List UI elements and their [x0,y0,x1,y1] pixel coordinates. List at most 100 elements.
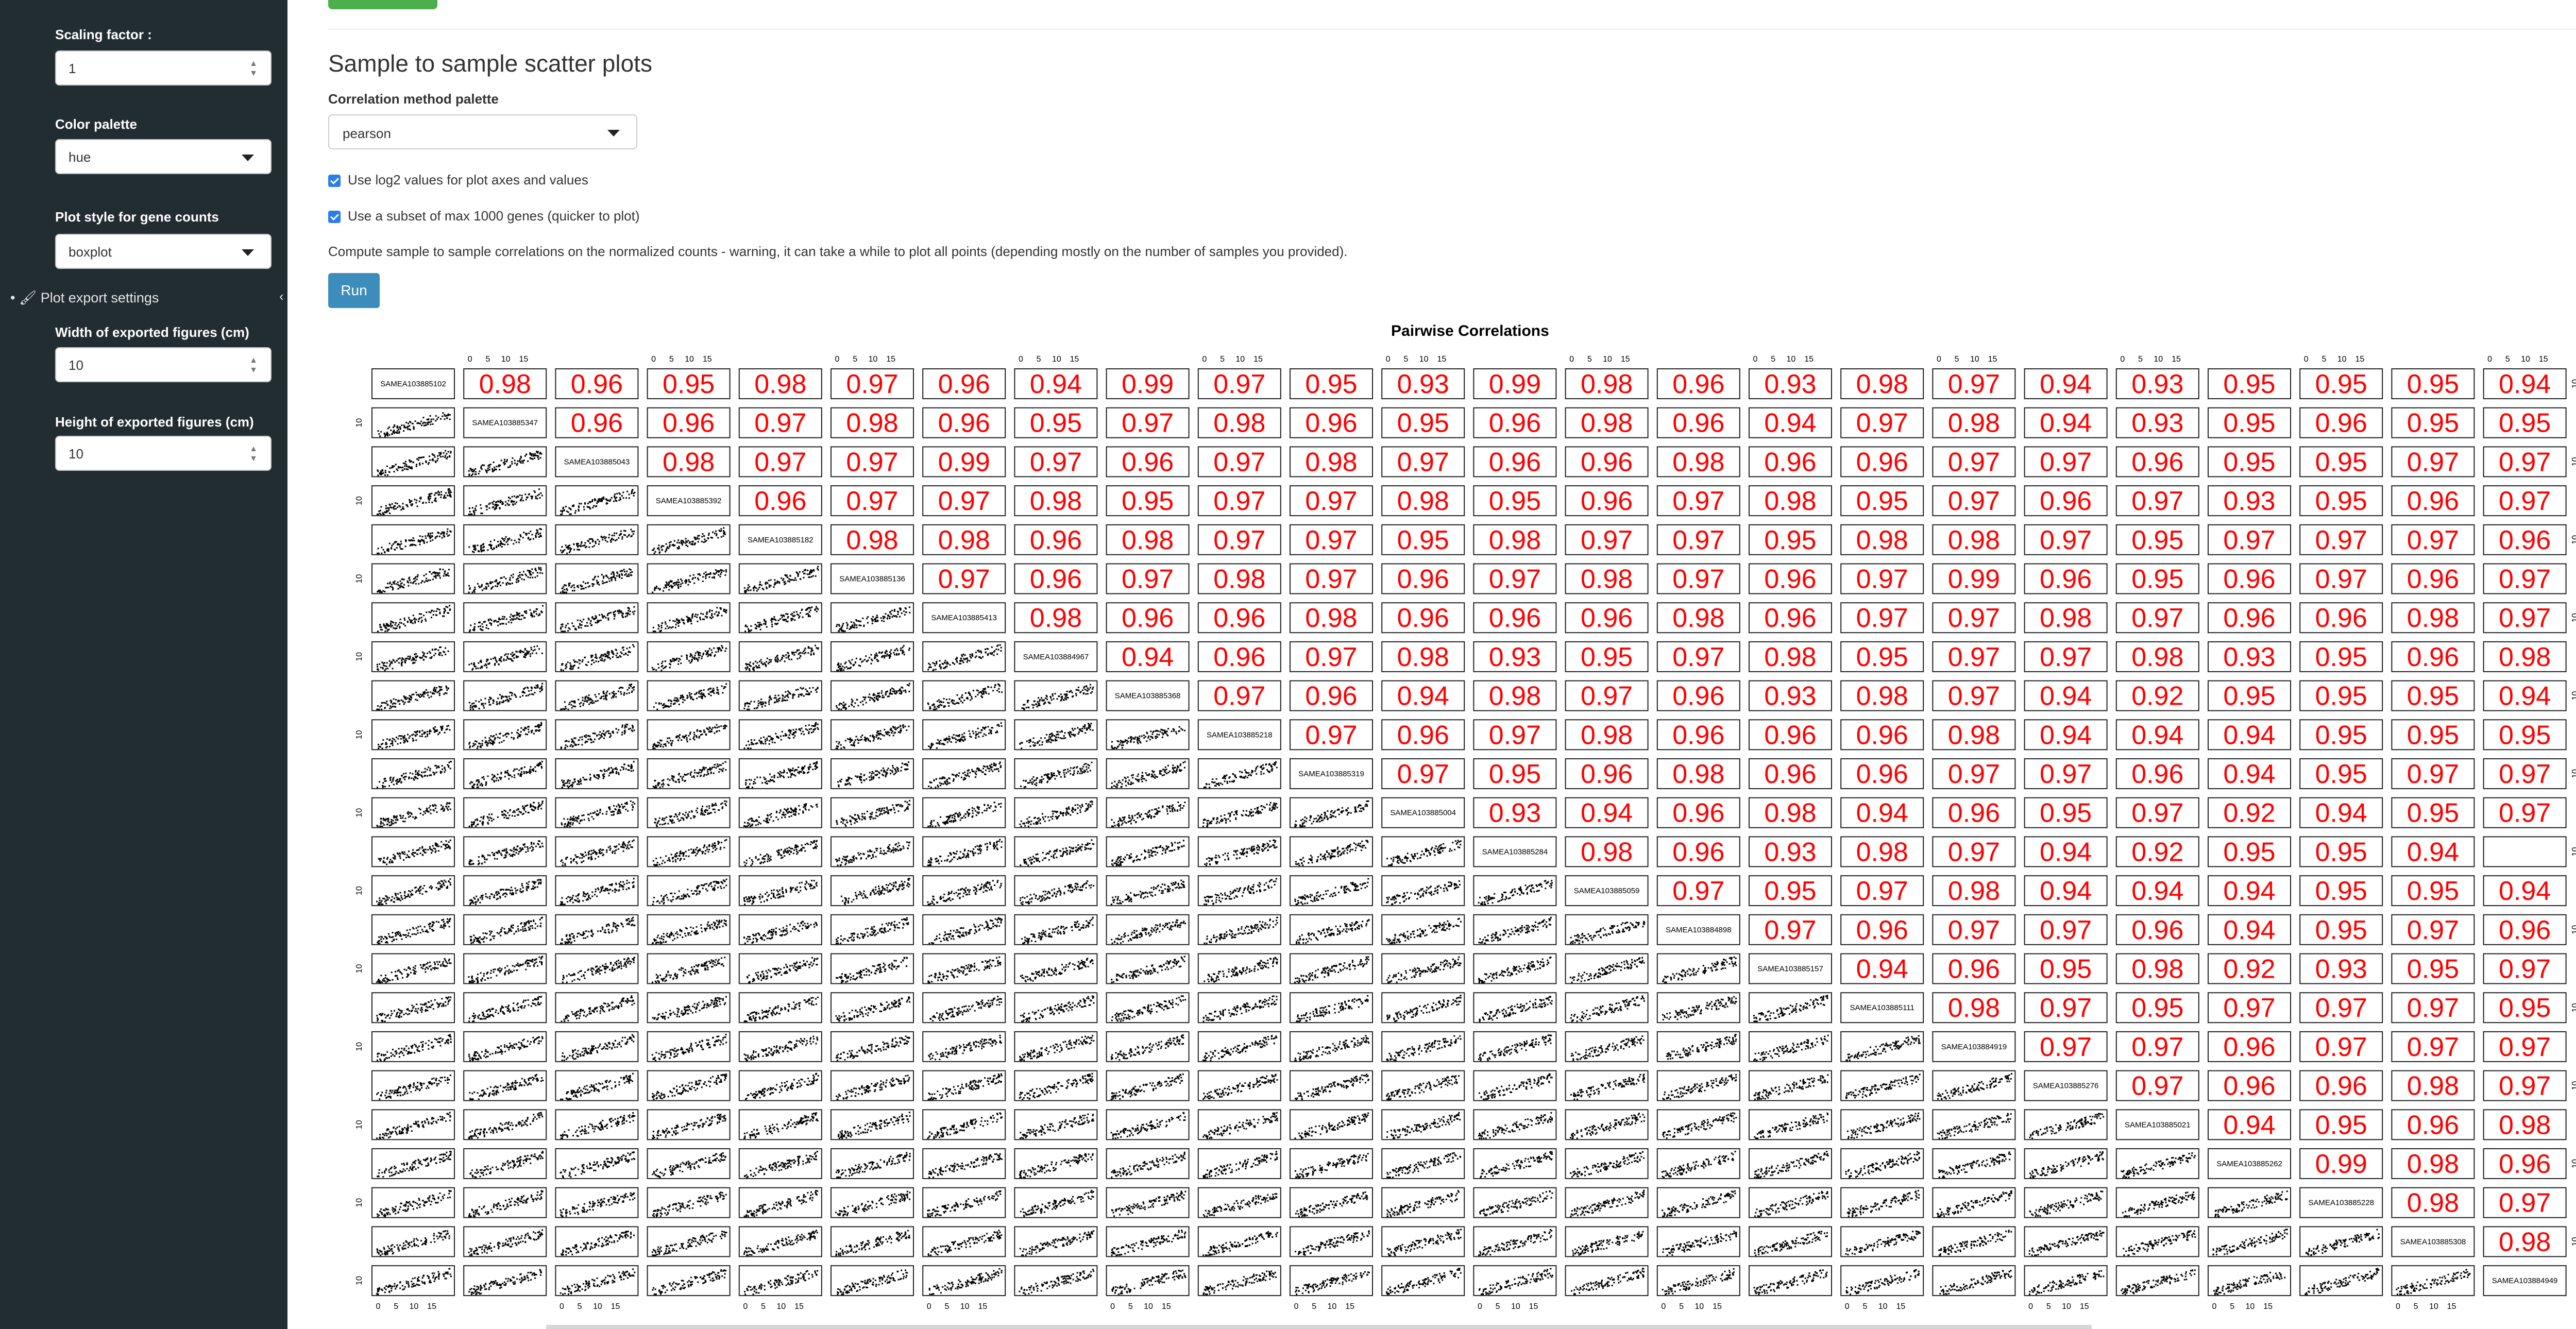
panel-box [463,1265,547,1297]
log2-checkbox[interactable] [328,175,341,188]
correlation-value: 0.98 [846,525,898,555]
axis-tick-label: 10 [2571,1159,2576,1168]
panel-box [2299,407,2383,438]
axis-tick-label: 5 [394,1302,398,1311]
panel-box [1749,1109,1832,1140]
scatter-points [1019,723,1094,749]
panel-box [738,914,822,945]
spinner-arrows-icon[interactable]: ▲ ▼ [249,59,258,78]
scatter-points [743,687,819,710]
previous-action-button[interactable] [328,0,437,9]
correlation-value: 0.98 [479,369,531,399]
correlation-value: 0.99 [2315,1149,2367,1179]
correlation-method-select[interactable]: pearson [328,114,637,149]
color-palette-select[interactable]: hue [55,139,272,174]
correlation-value: 0.94 [2223,915,2275,945]
panel-box [1565,797,1649,828]
panel-box [1381,1187,1465,1218]
correlation-value: 0.94 [2040,369,2092,399]
correlation-value: 0.94 [1581,798,1633,828]
correlation-value: 0.94 [2040,720,2092,750]
export-height-input[interactable]: 10 ▲ ▼ [55,436,272,471]
panel-box [2115,485,2199,517]
correlation-value: 0.95 [1764,876,1816,906]
panel-box [463,485,547,517]
axis-tick-label: 10 [2571,613,2576,622]
panel-box [2299,524,2383,555]
correlation-value: 0.95 [1856,642,1908,672]
scatter-points [652,996,727,1020]
export-width-input[interactable]: 10 ▲ ▼ [55,347,272,382]
spinner-arrows-icon[interactable]: ▲ ▼ [249,356,258,374]
scatter-points [1479,1073,1553,1100]
panel-box [2208,446,2291,478]
scatter-points [2122,1191,2195,1217]
axis-tick-label: 0 [2120,355,2125,364]
axis-tick-label: 5 [761,1302,766,1311]
correlation-value: 0.97 [2407,1032,2459,1062]
panel-box [1840,719,1924,751]
subset-checkbox-row[interactable]: Use a subset of max 1000 genes (quicker … [328,208,640,224]
scatter-points [1294,956,1369,983]
correlation-value: 0.97 [2040,642,2092,672]
plot-export-settings-toggle[interactable]: • 🖌 Plot export settings [10,289,159,306]
panel-box [2483,914,2567,945]
panel-box [2391,1187,2475,1218]
panel-box [831,992,914,1024]
log2-checkbox-label: Use log2 values for plot axes and values [348,172,588,188]
sample-label: SAMEA103885182 [748,536,814,544]
panel-box [1656,719,1740,751]
scaling-factor-label: Scaling factor : [55,27,152,42]
section-divider [328,29,2576,30]
panel-box [2299,914,2383,945]
axis-tick-label: 10 [869,355,878,364]
correlation-value: 0.97 [1305,565,1357,594]
subset-checkbox[interactable] [328,211,341,224]
plot-style-select[interactable]: boxplot [55,234,272,269]
scatter-points [837,1112,911,1139]
panel-box [1290,563,1373,594]
chevron-left-icon[interactable]: ‹ [279,288,284,304]
scatter-points [1570,1113,1646,1139]
correlation-value: 0.93 [2223,642,2275,672]
correlation-value: 0.92 [2131,837,2183,867]
panel-box [1290,758,1373,789]
panel-box [922,875,1006,907]
scatter-points [1019,1268,1095,1296]
scatter-points [1845,1230,1921,1256]
scatter-points [927,1073,1003,1100]
scatter-points [927,956,1002,983]
panel-box [1565,446,1649,478]
correlation-value: 0.96 [2499,1149,2551,1179]
log2-checkbox-row[interactable]: Use log2 values for plot axes and values [328,172,588,188]
scatter-points [468,488,543,516]
panel-box [831,641,914,672]
correlation-value: 0.98 [1030,486,1082,516]
axis-tick-label: 10 [2571,535,2576,544]
scatter-points [743,803,818,827]
panel-box [2299,875,2383,907]
panel-box [2391,953,2475,984]
panel-box [1932,836,2016,867]
scatter-points [561,800,636,827]
panel-box [1290,485,1373,517]
panel-box [1197,1187,1281,1218]
panel-box [738,1226,822,1257]
panel-box [1840,875,1924,907]
spinner-arrows-icon[interactable]: ▲ ▼ [249,445,258,463]
scatter-points [469,761,543,788]
panel-box [2483,836,2567,867]
correlation-value: 0.95 [2407,681,2459,711]
panel-box [2391,1226,2475,1257]
run-button[interactable]: Run [328,273,380,308]
correlation-value: 0.97 [2499,1188,2551,1218]
scaling-factor-input[interactable]: 1 ▲ ▼ [55,50,272,86]
correlation-value: 0.98 [1305,603,1357,633]
correlation-value: 0.96 [1489,603,1541,633]
scatter-points [1019,1230,1095,1256]
correlation-value: 0.97 [1030,447,1082,477]
correlation-value: 0.96 [2499,525,2551,555]
panel-box [2391,368,2475,399]
panel-box [2024,719,2108,751]
correlation-value: 0.99 [1122,369,1174,399]
